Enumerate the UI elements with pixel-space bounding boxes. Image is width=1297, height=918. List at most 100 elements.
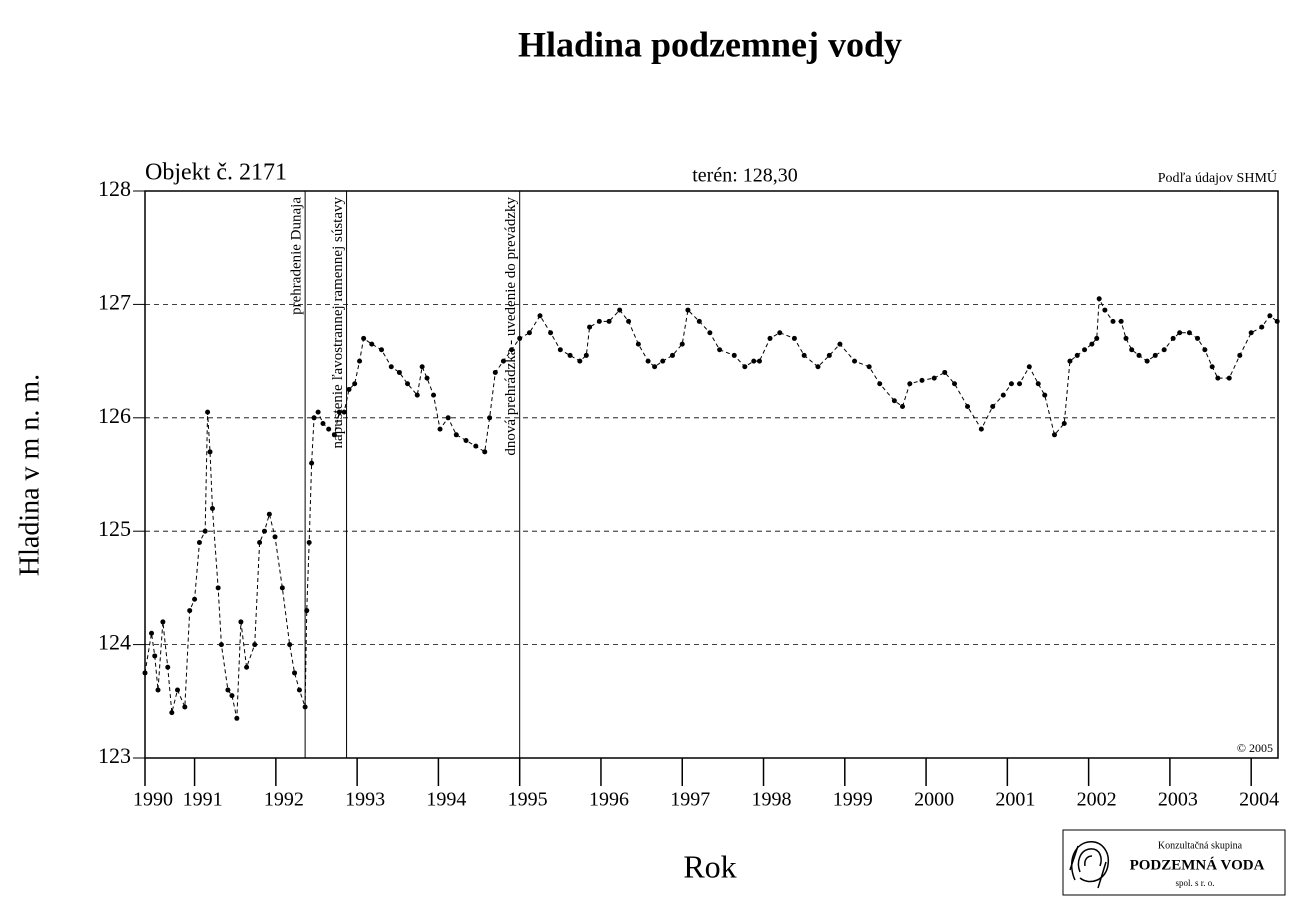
chart-title: Hladina podzemnej vody [518,24,902,64]
data-point [707,330,713,336]
data-point [1074,352,1080,358]
data-point [218,642,224,648]
x-tick-label: 1992 [264,789,304,811]
data-point [1096,296,1102,302]
data-point [877,381,883,387]
event-label: dnová prehrádzka - uvedenie do prevádzky [503,197,519,456]
data-point [225,687,231,693]
data-point [405,381,411,387]
data-point [626,318,632,324]
data-point [500,358,506,364]
data-point [1042,392,1048,398]
data-point [557,347,563,353]
data-point [1110,318,1116,324]
data-point [1102,307,1108,313]
data-point [155,687,161,693]
data-point [587,324,593,330]
y-axis-label: Hladina v m n. m. [14,374,45,576]
data-point [907,381,913,387]
data-point [537,313,543,319]
data-point [652,364,658,370]
data-point [487,415,493,421]
event-label: prehradenie Dunaja [289,197,305,315]
data-point [149,630,155,636]
data-point [209,506,215,512]
data-point [292,670,298,676]
data-point [304,608,310,614]
x-tick-label: 2001 [995,789,1035,811]
data-point [1170,335,1176,341]
data-point [1008,381,1014,387]
data-point [990,403,996,409]
data-point [1089,341,1095,347]
data-point [1129,347,1135,353]
data-point [492,369,498,375]
data-point [320,420,326,426]
y-tick-label: 126 [98,403,131,428]
data-point [1209,364,1215,370]
data-point [326,426,332,432]
data-point [331,432,337,438]
data-point [767,335,773,341]
data-point [287,642,293,648]
data-point [791,335,797,341]
data-point [1177,330,1183,336]
data-point [419,364,425,370]
data-point [900,403,906,409]
data-point [978,426,984,432]
data-point [1051,432,1057,438]
x-tick-label: 1999 [833,789,873,811]
y-tick-label: 124 [98,630,131,655]
x-tick-label: 1998 [752,789,792,811]
logo-line1: Konzultačná skupina [1158,840,1243,851]
data-point [852,358,858,364]
data-point [751,358,757,364]
data-point [517,335,523,341]
data-point [244,664,250,670]
x-tick-label: 2004 [1239,789,1279,811]
data-point [919,377,925,383]
data-point [685,307,691,313]
x-tick-label: 2002 [1077,789,1117,811]
data-point [341,409,347,415]
event-label: napustenie ľavostrannej ramennej sústavy [330,197,346,449]
data-point [463,437,469,443]
data-point [635,341,641,347]
data-point [229,693,235,699]
data-point [336,409,342,415]
data-point [815,364,821,370]
data-point [731,352,737,358]
object-label: Objekt č. 2171 [145,160,287,186]
data-point [234,715,240,721]
data-point [837,341,843,347]
data-point [196,540,202,546]
data-point [1161,347,1167,353]
data-point [1067,358,1073,364]
data-point [1035,381,1041,387]
x-tick-label: 2000 [914,789,954,811]
data-point [261,528,267,534]
data-point [207,449,213,455]
data-point [1267,313,1273,319]
data-point [606,318,612,324]
data-point [238,619,244,625]
data-point [279,585,285,591]
y-tick-label: 123 [98,743,131,768]
data-point [1082,347,1088,353]
data-point [379,347,385,353]
data-point [266,511,272,517]
x-tick-label: 1997 [670,789,710,811]
data-point [1259,324,1265,330]
data-point [756,358,762,364]
data-point [1000,392,1006,398]
x-tick-label: 1994 [426,789,466,811]
data-point [1017,381,1023,387]
data-point [826,352,832,358]
data-point [252,642,258,648]
data-point [1274,318,1280,324]
data-point [302,704,308,710]
data-point [777,330,783,336]
logo-icon [1069,841,1110,889]
